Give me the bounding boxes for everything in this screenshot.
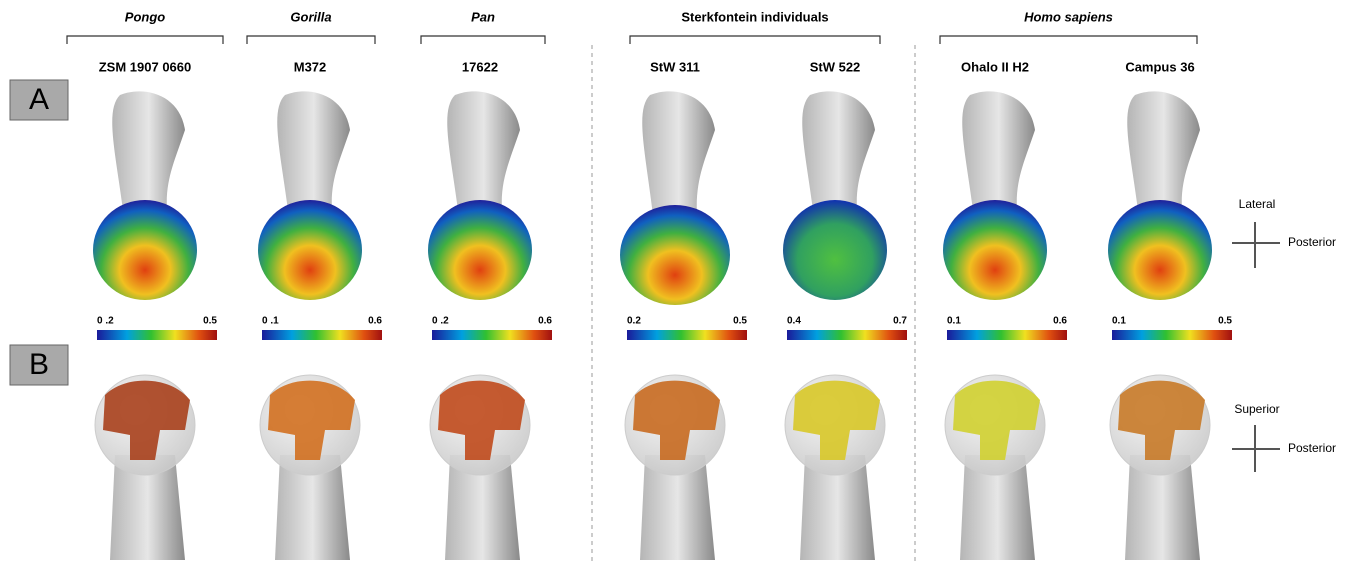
bone-neck [962,91,1035,210]
bone-render [93,91,197,300]
specimen-name: 17622 [462,59,498,74]
orientation-label: Posterior [1288,441,1336,455]
cortical-patch [438,380,525,460]
bone-shaft [1125,455,1200,560]
panel-box [9,79,69,121]
scale-min: 0.2 [627,316,641,327]
bone-neck [447,91,520,210]
colorbar [97,330,217,340]
cortical-patch [1118,380,1205,460]
specimen-name: StW 522 [810,59,861,74]
bone-head [620,205,730,305]
bone-render [784,374,886,560]
bone-neck [642,91,715,215]
specimen-name: ZSM 1907 0660 [99,59,192,74]
scale-max: 0.7 [893,316,907,327]
cortical-patch [268,380,355,460]
bone-head [783,200,887,300]
scale-max: 0.5 [733,316,747,327]
bone-render [94,374,196,560]
group-bracket [420,35,546,44]
group-label: Sterkfontein individuals [681,9,828,24]
group-label: Pongo [125,9,165,24]
bone-render [944,374,1046,560]
specimen-name: M372 [294,59,327,74]
bone-render [620,91,730,305]
bone-shaft [445,455,520,560]
colorbar [1112,330,1232,340]
group-label: Gorilla [290,9,331,24]
scale-min: 0 .1 [262,316,279,327]
orientation [1232,222,1280,472]
bone-head [1108,200,1212,300]
group-bracket [939,35,1198,44]
bone-shaft [960,455,1035,560]
group-bracket [246,35,376,44]
group-bracket [629,35,881,44]
bone-head [943,200,1047,300]
bone-neck [112,91,185,210]
bone-render [259,374,361,560]
group-label: Homo sapiens [1024,9,1113,24]
scale-min: 0.1 [1112,316,1126,327]
specimen-name: Campus 36 [1125,59,1194,74]
bone-shaft [640,455,715,560]
specimen-name: StW 311 [650,59,700,74]
bone-render [943,91,1047,300]
bone-render [1108,91,1212,300]
scale-min: 0.4 [787,316,801,327]
bone-render [428,91,532,300]
bone-neck [802,91,875,210]
bone-head [258,200,362,300]
panel-label: A [29,83,49,116]
group-bracket [66,35,224,44]
scale-max: 0.5 [1218,316,1232,327]
colorbar [787,330,907,340]
scale-min: 0 .2 [97,316,114,327]
colorbar [262,330,382,340]
orientation-label: Lateral [1239,197,1276,211]
cortical-patch [953,380,1040,460]
bone-neck [1127,91,1200,210]
cortical-patch [633,380,720,460]
specimen-name: Ohalo II H2 [961,59,1029,74]
bone-head [93,200,197,300]
colorbar [947,330,1067,340]
scale-max: 0.6 [538,316,552,327]
colorbar [432,330,552,340]
orientation-label: Superior [1234,402,1279,416]
bone-render [783,91,887,300]
bone-shaft [275,455,350,560]
bone-render [258,91,362,300]
bone-neck [277,91,350,210]
bone-head [428,200,532,300]
bone-shaft [110,455,185,560]
cortical-patch [793,380,880,460]
scale-min: 0 .2 [432,316,449,327]
scale-max: 0.6 [368,316,382,327]
bone-render [429,374,531,560]
bone-render [1109,374,1211,560]
scale-min: 0.1 [947,316,961,327]
orientation-label: Posterior [1288,235,1336,249]
group-label: Pan [471,9,495,24]
scale-max: 0.5 [203,316,217,327]
panel-label: B [29,348,49,381]
panel-box [9,344,69,386]
bone-render [624,374,726,560]
colorbar [627,330,747,340]
bone-shaft [800,455,875,560]
scale-max: 0.6 [1053,316,1067,327]
cortical-patch [103,380,190,460]
